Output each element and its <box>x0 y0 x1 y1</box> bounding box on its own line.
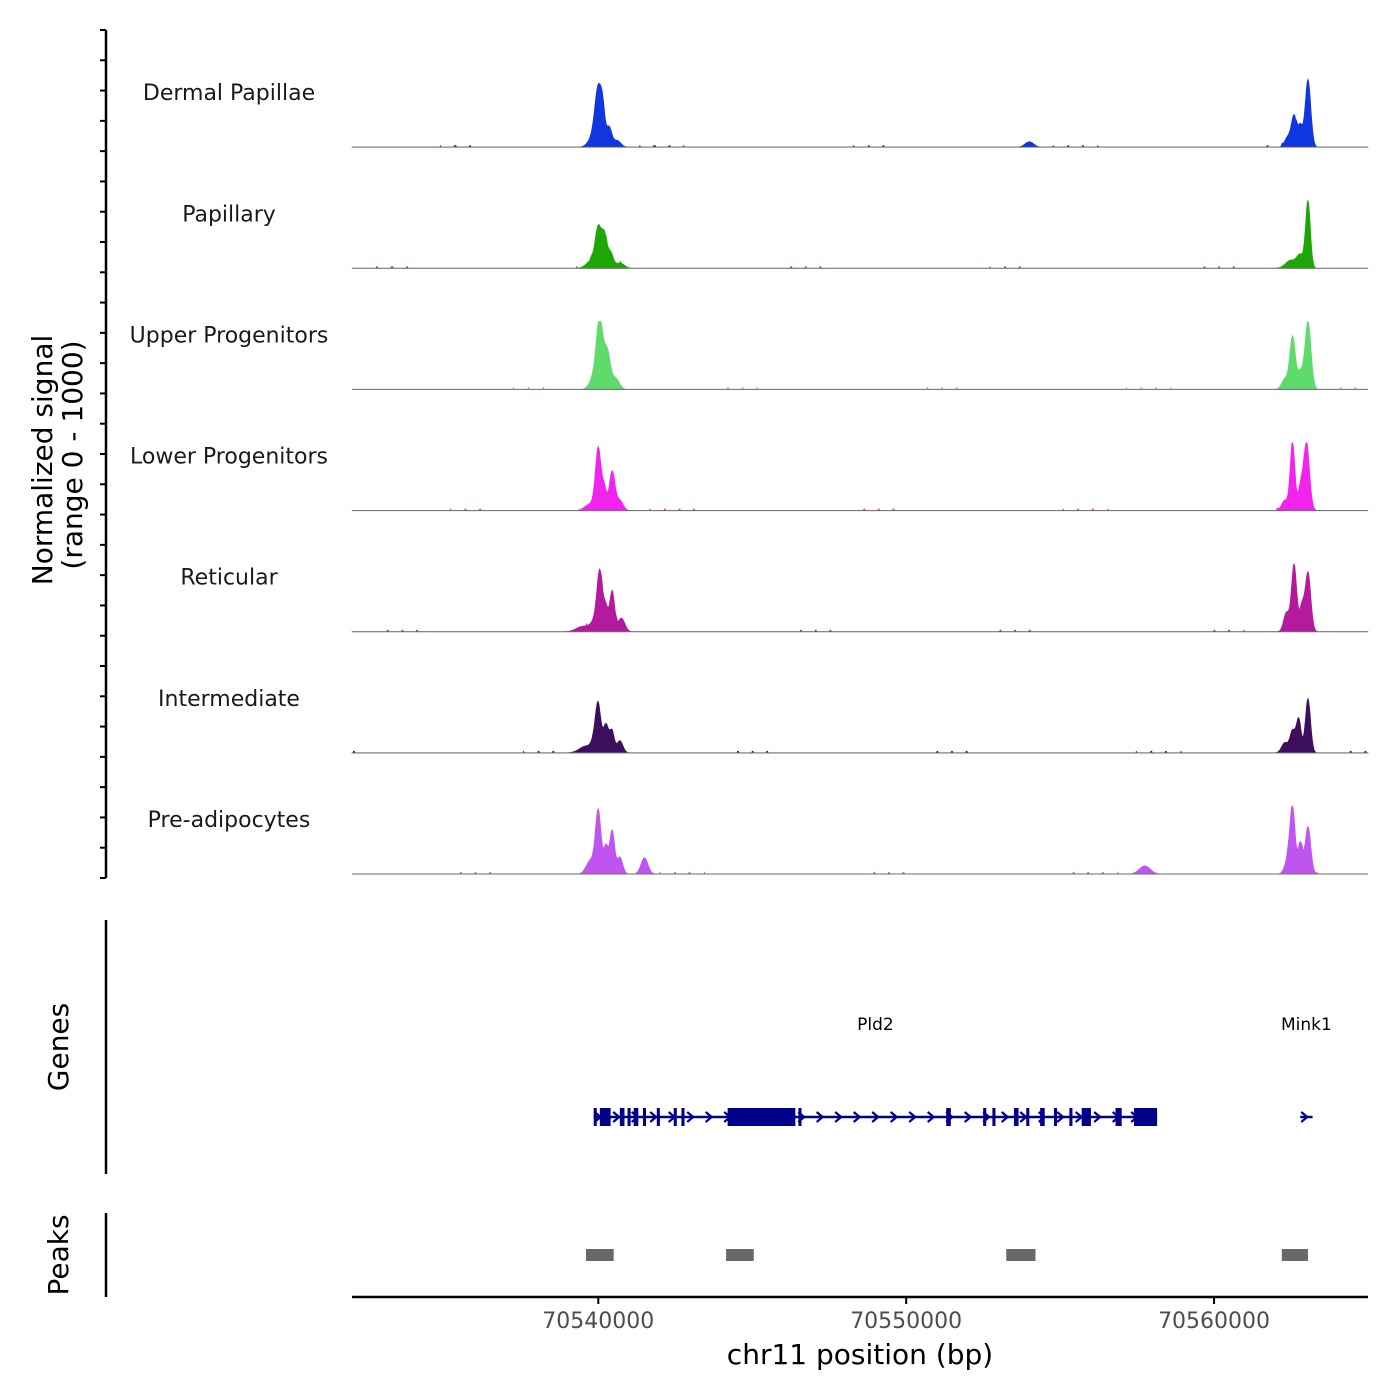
coverage-track: Intermediate <box>158 687 1369 754</box>
peaks-track-title: Peaks <box>42 1214 75 1295</box>
gene-exon <box>599 1108 611 1126</box>
coverage-track: Dermal Papillae <box>143 78 1369 148</box>
peaks-track <box>104 1213 1308 1297</box>
track-label: Reticular <box>180 566 278 591</box>
peak-region <box>1281 1249 1308 1261</box>
x-axis-title: chr11 position (bp) <box>727 1338 993 1371</box>
coverage-area <box>351 442 1369 511</box>
gene: Mink1 <box>1281 1015 1332 1123</box>
strand-arrow <box>852 1111 862 1123</box>
coverage-tracks: Dermal Papillae Papillary Upper Progenitor… <box>100 29 1369 879</box>
x-tick-label: 70560000 <box>1158 1309 1270 1334</box>
gene-exon <box>673 1108 677 1126</box>
track-label: Papillary <box>182 202 276 227</box>
coverage-area <box>352 805 1368 875</box>
gene: Pld2 <box>593 1015 1158 1126</box>
gene-exon <box>1134 1108 1158 1126</box>
track-label: Dermal Papillae <box>143 81 315 106</box>
coverage-track: Lower Progenitors <box>130 442 1369 512</box>
track-label: Upper Progenitors <box>130 323 329 348</box>
strand-arrow <box>908 1111 917 1123</box>
coverage-track: Upper Progenitors <box>130 320 1369 390</box>
coverage-area <box>351 697 1369 754</box>
peak-region <box>585 1249 614 1261</box>
gene-exon <box>1069 1108 1073 1126</box>
strand-arrow <box>1093 1111 1102 1123</box>
gene-exon <box>798 1108 802 1126</box>
gene-exon <box>642 1108 647 1126</box>
strand-arrow <box>1300 1111 1309 1123</box>
gene-exon <box>983 1108 987 1126</box>
peak-region <box>1006 1249 1036 1261</box>
strand-arrow <box>815 1111 825 1123</box>
gene-exon <box>1115 1108 1122 1126</box>
coverage-area <box>351 320 1369 390</box>
gene-exon <box>656 1108 660 1126</box>
coverage-track: Pre-adipocytes <box>148 805 1368 875</box>
strand-arrow <box>963 1111 973 1123</box>
gene-exon <box>619 1108 625 1126</box>
gene-exon <box>1013 1108 1019 1126</box>
strand-arrow <box>1056 1111 1065 1123</box>
gene-exon <box>633 1108 639 1126</box>
coverage-area <box>351 78 1369 148</box>
strand-arrow <box>704 1111 714 1123</box>
strand-arrow <box>686 1111 695 1123</box>
x-tick-label: 70540000 <box>542 1309 654 1334</box>
coverage-track: Papillary <box>182 199 1369 269</box>
strand-arrow <box>1000 1111 1010 1123</box>
coverage-area <box>351 199 1369 269</box>
strand-arrow <box>1019 1111 1028 1123</box>
coverage-track: Reticular <box>180 562 1369 633</box>
strand-arrow <box>926 1111 936 1123</box>
peak-region <box>726 1249 754 1261</box>
genes-track-title: Genes <box>42 1003 75 1091</box>
track-label: Pre-adipocytes <box>148 808 311 833</box>
strand-arrow <box>612 1111 621 1123</box>
x-axis: 70540000 70550000 70560000 <box>352 1295 1368 1334</box>
gene-exon <box>593 1108 597 1126</box>
y-axis-title-line2: (range 0 - 1000) <box>56 340 89 569</box>
gene-exon <box>1053 1108 1058 1126</box>
gene-exon <box>681 1108 685 1126</box>
gene-exon <box>727 1108 796 1126</box>
y-axis-title-line1: Normalized signal <box>26 335 59 586</box>
gene-exon <box>1081 1108 1091 1126</box>
x-tick-label: 70550000 <box>850 1309 962 1334</box>
genes-track: Pld2 Mink1 <box>104 920 1332 1174</box>
coverage-area <box>351 562 1369 633</box>
strand-arrow <box>834 1111 843 1123</box>
strand-arrow <box>889 1111 899 1123</box>
strand-arrow <box>871 1111 880 1123</box>
track-label: Intermediate <box>158 687 300 712</box>
gene-exon <box>946 1108 951 1126</box>
strand-arrow <box>649 1111 658 1123</box>
gene-exon <box>1040 1108 1045 1126</box>
gene-label: Mink1 <box>1281 1015 1332 1035</box>
gene-exon <box>992 1108 996 1126</box>
gene-label: Pld2 <box>857 1015 894 1035</box>
gene-exon <box>1026 1108 1030 1126</box>
track-label: Lower Progenitors <box>130 445 328 470</box>
gene-exon <box>627 1108 631 1126</box>
